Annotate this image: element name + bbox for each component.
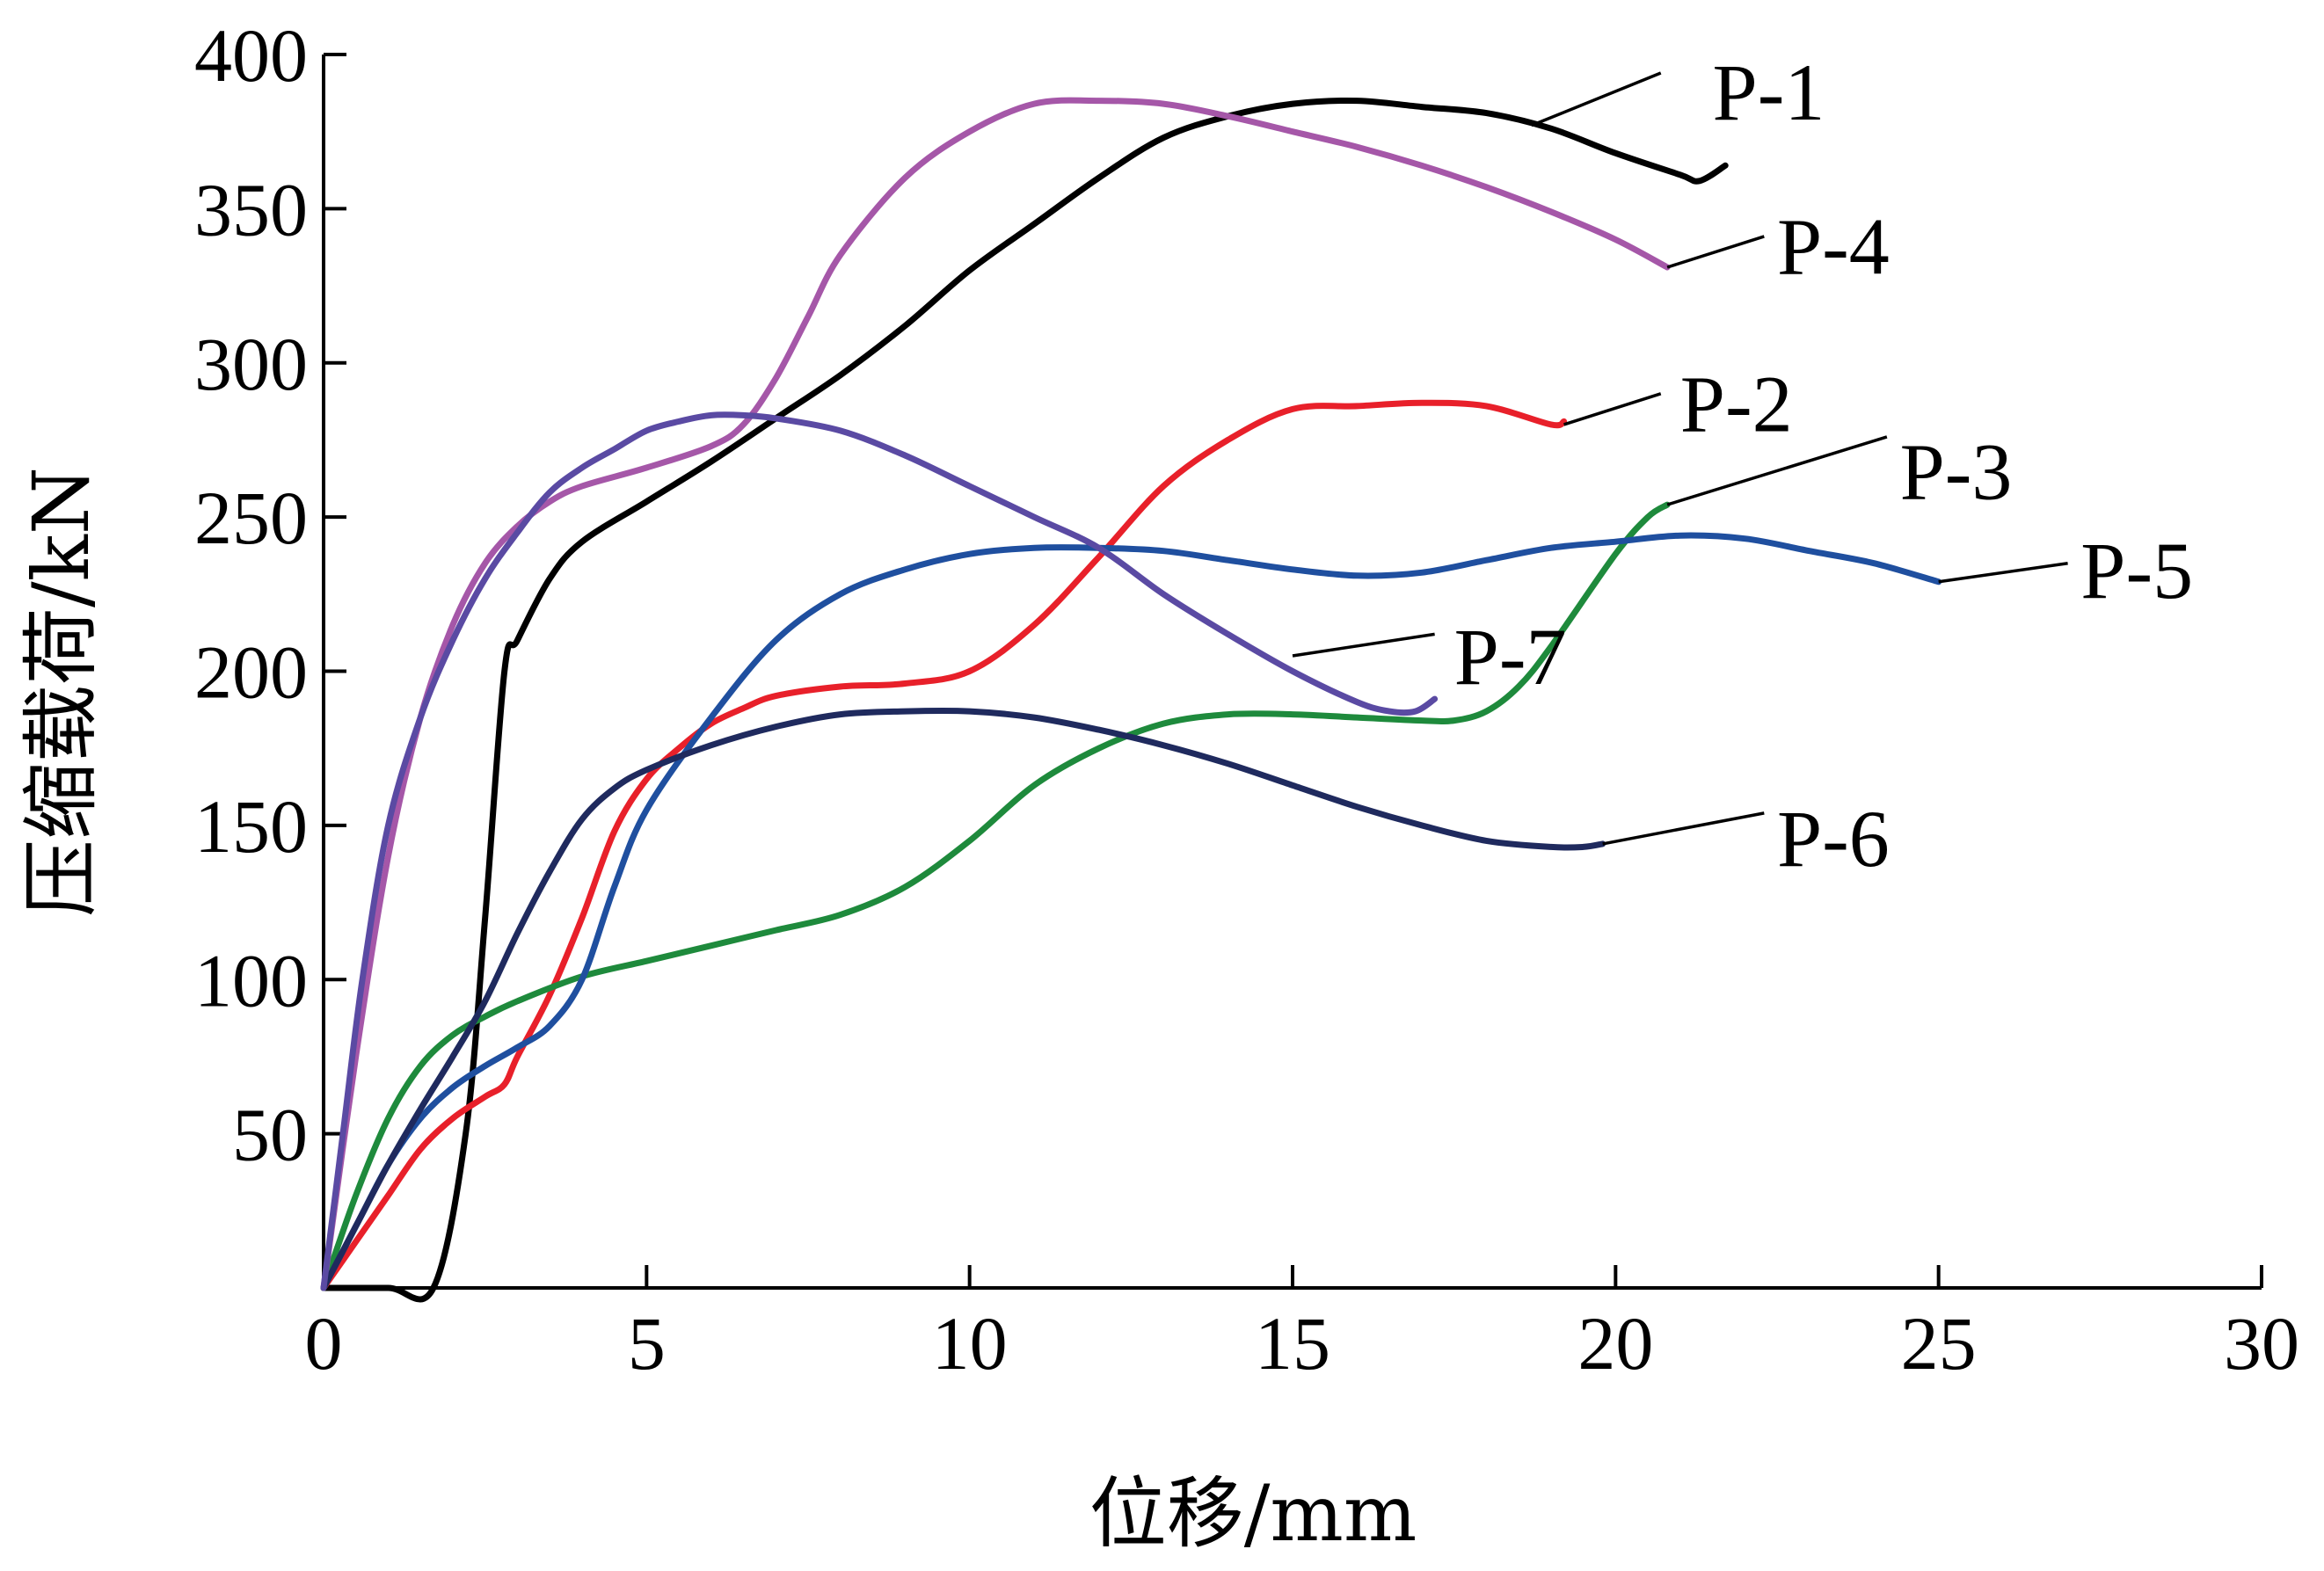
y-tick-label: 100: [194, 938, 308, 1022]
leader-line-p-5: [1938, 562, 2068, 584]
x-tick-label: 20: [1577, 1301, 1653, 1386]
leader-line-p-2: [1563, 392, 1662, 426]
y-tick-label: 200: [194, 630, 308, 715]
x-tick-label: 25: [1901, 1301, 1977, 1386]
series-label-p-5: P-5: [2080, 526, 2193, 615]
series-label-p-4: P-4: [1777, 201, 1890, 291]
series-line-p-7: [320, 411, 1439, 1291]
x-tick-label: 30: [2224, 1301, 2299, 1386]
series-label-p-6: P-6: [1777, 794, 1890, 884]
series-layer: [320, 97, 1942, 1303]
y-tick-label: 250: [194, 476, 308, 560]
x-tick-label: 0: [305, 1301, 343, 1386]
leader-line-p-4: [1666, 235, 1765, 269]
series-line-p-2: [320, 399, 1568, 1291]
series-label-p-1: P-1: [1713, 47, 1825, 137]
y-tick-label: 150: [194, 784, 308, 869]
x-tick-label: 15: [1255, 1301, 1330, 1386]
leader-line-p-7: [1292, 632, 1435, 658]
series-line-p-3: [320, 501, 1671, 1291]
chart-ticks: 0 5 10 15 20 25 30 50 100 150 200 250 300 350 400: [194, 13, 2299, 1386]
leader-line-p-6: [1602, 811, 1765, 846]
y-tick-label: 400: [194, 13, 308, 98]
leader-lines: [1292, 71, 2068, 846]
series-labels: P-1 P-4 P-2 P-3 P-5 P-7 P-6: [1454, 47, 2193, 884]
y-tick-label: 350: [194, 167, 308, 251]
series-label-p-7: P-7: [1454, 612, 1567, 702]
x-axis-title: 位移/mm: [1089, 1468, 1417, 1559]
x-tick-label: 5: [628, 1301, 666, 1386]
y-axis-title: 压缩载荷/kN: [16, 467, 106, 917]
series-label-p-2: P-2: [1680, 359, 1793, 448]
x-tick-label: 10: [932, 1301, 1008, 1386]
series-label-p-3: P-3: [1900, 427, 2013, 517]
y-tick-label: 50: [232, 1093, 308, 1177]
y-tick-label: 300: [194, 322, 308, 406]
series-line-p-5: [320, 532, 1942, 1291]
series-line-p-1: [320, 97, 1729, 1303]
leader-line-p-3: [1666, 435, 1888, 506]
series-line-p-6: [320, 707, 1606, 1291]
leader-line-p-1: [1531, 71, 1662, 127]
